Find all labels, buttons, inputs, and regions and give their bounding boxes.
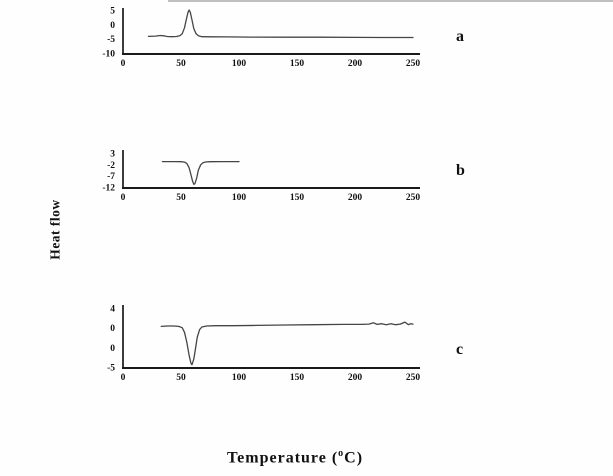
scan-artifact-line: [168, 0, 613, 2]
x-tick-label: 150: [290, 59, 305, 69]
chart-panel-b: 3-2-7 -12 0 50 100 150 200 250: [102, 150, 421, 204]
x-tick-label: 150: [290, 193, 305, 203]
x-tick-label: 100: [232, 193, 247, 203]
x-tick-label: 150: [290, 373, 305, 383]
degree-symbol: o: [338, 448, 345, 459]
y-tick-label: -5: [107, 364, 115, 374]
x-tick-label: 250: [406, 193, 421, 203]
y-tick-label: -7: [107, 172, 115, 182]
x-axis-title-post: C): [344, 449, 364, 467]
x-tick-label: 250: [406, 373, 421, 383]
heat-flow-curve-b: [161, 160, 240, 185]
y-tick-label: 5: [110, 7, 115, 17]
y-tick-label: -10: [102, 50, 115, 60]
y-tick-label: 0: [110, 324, 115, 334]
x-tick-label: 0: [121, 193, 126, 203]
y-tick-label: -5: [107, 35, 115, 45]
y-tick-label: -2: [107, 161, 115, 171]
chart-panel-c: 4 0 0 -5 0 50 100 150 200 250: [107, 305, 421, 384]
chart-panel-a: 50-5-100 50 100 150 200 250: [102, 7, 421, 70]
heat-flow-curve-c: [160, 321, 414, 366]
x-tick-label: 250: [406, 59, 421, 69]
y-tick-label: 0: [110, 21, 115, 31]
x-tick-label: 0: [121, 373, 126, 383]
x-tick-label: 50: [176, 193, 186, 203]
y-tick-label: 3: [110, 150, 115, 160]
panel-label-c: c: [456, 341, 464, 358]
y-axis-title: Heat flow: [47, 199, 63, 260]
x-axis-title-pre: Temperature (: [226, 449, 339, 467]
x-tick-label: 100: [232, 373, 247, 383]
x-axis-title: Temperature (oC): [170, 448, 420, 467]
y-tick-label: 4: [110, 305, 115, 315]
x-tick-label: 200: [348, 59, 363, 69]
y-tick-label: -12: [102, 184, 115, 194]
x-tick-label: 50: [176, 373, 186, 383]
panel-label-b: b: [456, 162, 465, 179]
x-tick-label: 100: [232, 59, 247, 69]
panel-label-a: a: [456, 28, 464, 45]
y-tick-label: 0: [110, 344, 115, 354]
x-tick-label: 200: [348, 193, 363, 203]
x-tick-label: 200: [348, 373, 363, 383]
x-tick-label: 50: [176, 59, 186, 69]
x-tick-label: 0: [121, 59, 126, 69]
heat-flow-curve-a: [147, 9, 414, 39]
